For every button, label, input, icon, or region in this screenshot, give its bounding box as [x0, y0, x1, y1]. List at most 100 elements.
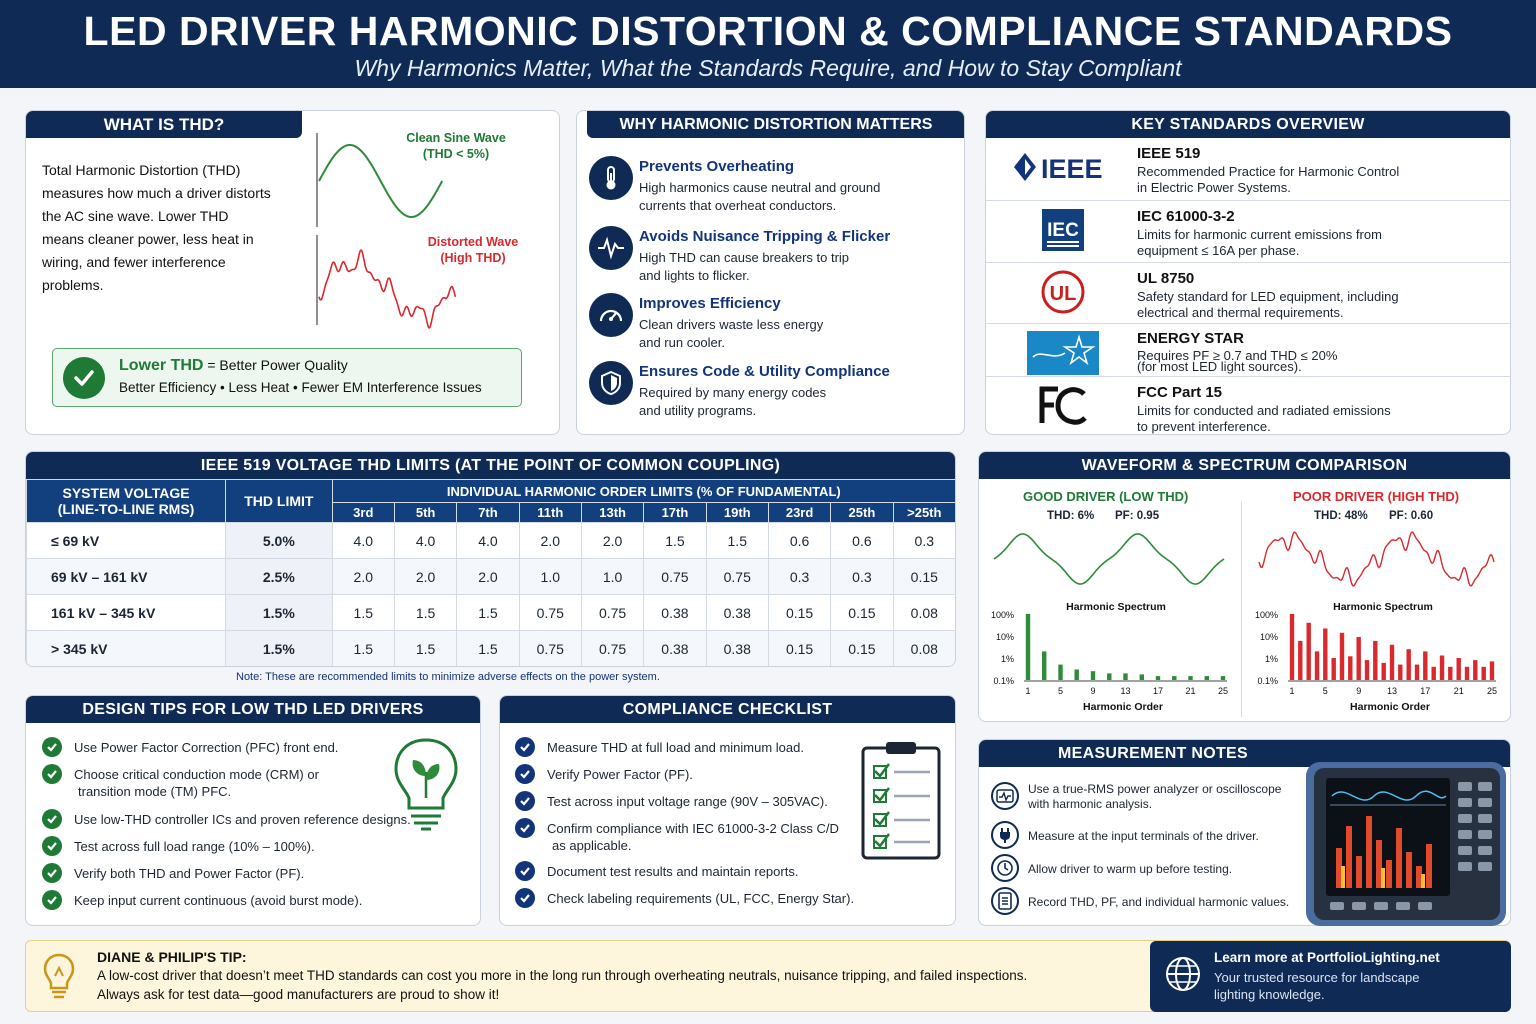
y-tick-label: 1% [1001, 654, 1014, 664]
why-item-text: currents that overheat conductors. [639, 198, 837, 213]
lightbulb-leaf-icon [394, 738, 458, 831]
page-subtitle: Why Harmonics Matter, What the Standards… [354, 55, 1182, 81]
spectrum-bar [1289, 614, 1295, 680]
document-icon [991, 887, 1019, 915]
why-item-text: and lights to flicker. [639, 268, 750, 283]
spectrum-bar [1364, 660, 1370, 680]
design-tips-panel: DESIGN TIPS FOR LOW THD LED DRIVERS Use … [25, 695, 481, 926]
check-icon [42, 764, 62, 784]
design-tip-text: Test across full load range (10% – 100%)… [74, 839, 315, 854]
ieee-table-title: IEEE 519 VOLTAGE THD LIMITS (AT THE POIN… [26, 452, 955, 479]
x-tick-label: 21 [1185, 686, 1195, 696]
poor-driver-waveform [1258, 531, 1495, 587]
spectrum-bar [1456, 658, 1461, 680]
spectrum-bar [1356, 637, 1361, 680]
standard-desc: Requires PF ≥ 0.7 and THD ≤ 20% [1137, 348, 1338, 363]
spectrum-bar [1314, 651, 1320, 680]
svg-text:IEC: IEC [1047, 220, 1079, 241]
waveform-icon [589, 226, 633, 270]
spectrum-charts: Harmonic Spectrum 100% 10% 1% 0.1% 1 5 9 13 17 21 2… [991, 531, 1497, 713]
callout-subtext: Better Efficiency • Less Heat • Fewer EM… [119, 380, 482, 395]
ieee-table-note: Note: These are recommended limits to mi… [236, 671, 660, 683]
spectrum-bar [1298, 640, 1303, 680]
spectrum-bar [1464, 666, 1470, 680]
standard-name: IEEE 519 [1137, 145, 1201, 162]
harmonic-limit-cell: 2.0 [393, 558, 458, 595]
standard-desc: electrical and thermal requirements. [1137, 305, 1344, 320]
spectrum-bar [1025, 614, 1031, 680]
harmonic-limit-cell: 4.0 [393, 522, 458, 559]
standard-logo-ul: UL [1008, 269, 1118, 315]
tip-line-1: A low-cost driver that doesn’t meet THD … [97, 968, 1028, 983]
check-icon [515, 861, 535, 881]
page-header: LED DRIVER HARMONIC DISTORTION & COMPLIA… [0, 0, 1536, 88]
gauge-icon [589, 293, 633, 337]
y-tick-label: 0.1% [1257, 676, 1278, 686]
harmonic-limit-cell: 0.38 [643, 630, 707, 666]
x-tick-label: 21 [1454, 686, 1464, 696]
spectrum-label: Harmonic Spectrum [1333, 601, 1433, 613]
spectrum-bar [1348, 656, 1353, 680]
spectrum-bar [1306, 622, 1311, 680]
harmonic-limit-cell: 1.5 [456, 594, 520, 631]
clipboard-icon [861, 742, 941, 860]
measurement-note-text: with harmonic analysis. [1028, 797, 1153, 811]
harmonic-limit-cell: 1.5 [456, 630, 520, 666]
globe-icon [1166, 957, 1200, 991]
x-tick-label: 17 [1420, 686, 1430, 696]
good-driver-title: GOOD DRIVER (LOW THD) [1023, 489, 1189, 504]
spectrum-bar [1406, 649, 1411, 680]
y-tick-label: 10% [1260, 632, 1278, 642]
harmonic-limit-cell: 0.15 [830, 630, 894, 666]
thd-cell: 1.5% [225, 594, 333, 631]
harmonic-limit-cell: 0.75 [643, 558, 707, 595]
measurement-note-text: Measure at the input terminals of the dr… [1028, 829, 1259, 843]
standard-desc: to prevent interference. [1137, 419, 1271, 434]
measurement-note-text: Record THD, PF, and individual harmonic … [1028, 895, 1290, 909]
lightbulb-icon [43, 953, 75, 999]
learn-more-link[interactable]: Learn more at PortfolioLighting.net [1214, 950, 1440, 965]
spectrum-bar [1188, 676, 1193, 680]
table-row: 161 kV – 345 kV 1.5% 1.5 1.5 1.5 0.75 0.75 0.38… [26, 594, 955, 631]
standard-name: IEC 61000-3-2 [1137, 208, 1235, 225]
callout-heading-strong: Lower THD [119, 357, 204, 374]
y-tick-label: 0.1% [993, 676, 1014, 686]
checklist-item-text: as applicable. [552, 838, 632, 853]
why-item-heading: Improves Efficiency [639, 295, 781, 312]
distorted-wave-label-line2: (High THD) [440, 251, 506, 265]
harmonic-limit-cell: 0.15 [892, 558, 955, 595]
spectrum-bar [1423, 651, 1428, 680]
harmonic-limit-cell: 0.38 [705, 630, 769, 666]
ieee-table-panel: IEEE 519 VOLTAGE THD LIMITS (AT THE POIN… [25, 451, 956, 667]
standards-panel: KEY STANDARDS OVERVIEW IEEE IEEE 519 Recom… [985, 110, 1511, 435]
checklist-item-text: Confirm compliance with IEC 61000-3-2 Cl… [547, 821, 839, 836]
spectrum-bar [1323, 628, 1328, 680]
col-system-voltage: SYSTEM VOLTAGE (LINE-TO-LINE RMS) [26, 479, 227, 523]
waveform-panel: WAVEFORM & SPECTRUM COMPARISON GOOD DRIV… [978, 451, 1511, 722]
harmonic-limit-cell: 1.5 [331, 594, 395, 631]
spectrum-bar [1058, 664, 1063, 680]
order-header: 19th [705, 502, 769, 523]
voltage-cell: 161 kV – 345 kV [26, 594, 227, 631]
poor-driver-title: POOR DRIVER (HIGH THD) [1293, 489, 1460, 504]
standard-row: UL UL 8750 Safety standard for LED equipme… [986, 262, 1510, 323]
learn-more-line-1: Your trusted resource for landscape [1214, 970, 1420, 985]
plug-icon [991, 821, 1019, 849]
harmonic-limit-cell: 0.15 [767, 630, 832, 666]
x-axis-label: Harmonic Order [1350, 701, 1430, 713]
order-header: 11th [518, 502, 582, 523]
standard-logo-iec: IEC [1008, 207, 1118, 253]
harmonic-limit-cell: 0.75 [705, 558, 769, 595]
learn-more-box[interactable]: Learn more at PortfolioLighting.net Your… [1150, 941, 1511, 1012]
spectrum-bar [1381, 662, 1386, 680]
voltage-cell: > 345 kV [26, 630, 227, 666]
measurement-note-text: Use a true-RMS power analyzer or oscillo… [1028, 782, 1282, 796]
standard-desc: Limits for harmonic current emissions fr… [1137, 227, 1382, 242]
design-tip-text: Use Power Factor Correction (PFC) front … [74, 740, 339, 755]
harmonic-limit-cell: 0.08 [892, 630, 955, 666]
standard-row: ENERGY STAR Requires PF ≥ 0.7 and THD ≤ 2… [986, 323, 1510, 376]
spectrum-bar [1373, 640, 1378, 680]
spectrum-bar [1123, 673, 1128, 680]
waveform-divider [1241, 502, 1242, 717]
